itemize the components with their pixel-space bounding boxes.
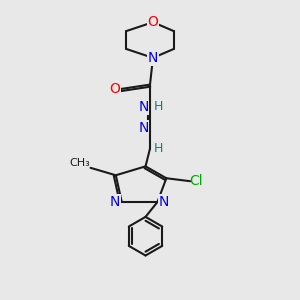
Text: H: H (154, 142, 163, 155)
Text: O: O (110, 82, 120, 96)
Text: N: N (159, 195, 169, 209)
Text: N: N (138, 100, 148, 114)
Text: Cl: Cl (189, 174, 203, 188)
Text: CH₃: CH₃ (70, 158, 91, 168)
Text: N: N (138, 121, 148, 135)
Text: N: N (148, 51, 158, 65)
Text: O: O (148, 15, 158, 29)
Text: N: N (110, 195, 120, 209)
Text: H: H (154, 100, 163, 113)
